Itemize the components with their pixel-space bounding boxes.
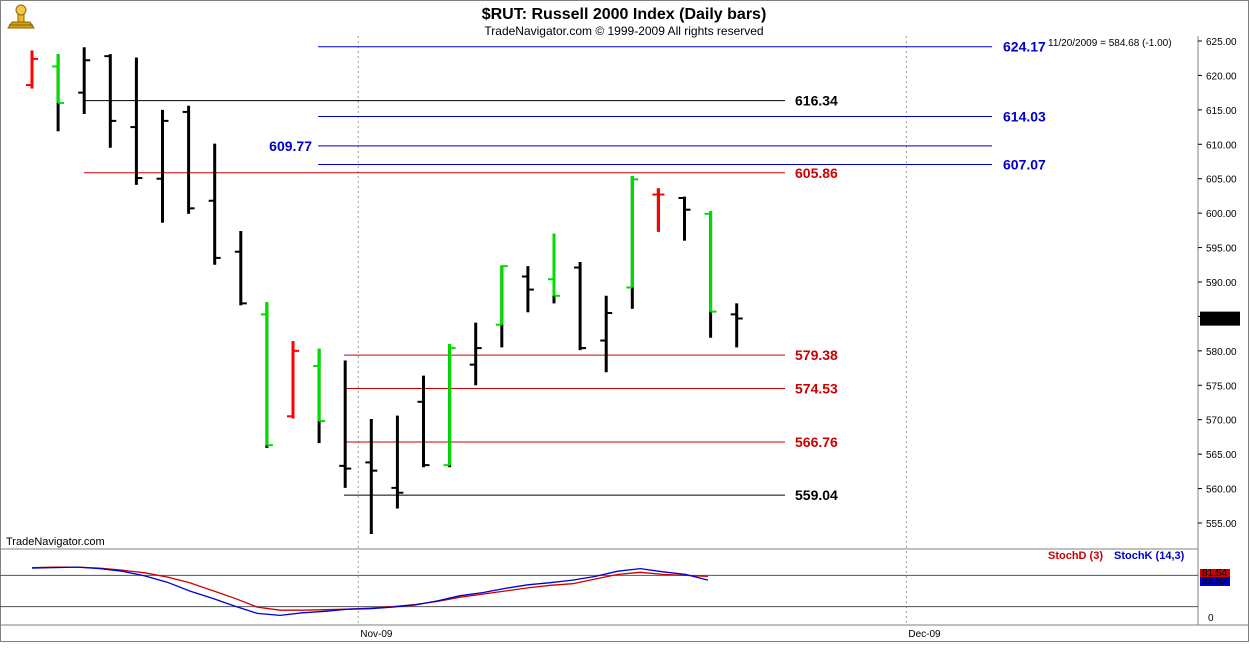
- level-label: 566.76: [795, 434, 838, 450]
- price-bar: [600, 295, 613, 373]
- grid-layer: [357, 36, 907, 625]
- price-bar: [469, 322, 482, 386]
- price-bar: [365, 419, 378, 535]
- price-tick-label: 575.00: [1206, 381, 1237, 392]
- stoch-legend-label: StochD (3): [1048, 550, 1103, 562]
- level-label: 559.04: [795, 487, 838, 503]
- last-price-label: 584.68: [1203, 315, 1234, 326]
- chart-subtitle: TradeNavigator.com © 1999-2009 All right…: [484, 24, 763, 38]
- quote-readout: 11/20/2009 = 584.68 (-1.00): [1048, 38, 1172, 49]
- level-label: 607.07: [1003, 156, 1046, 172]
- level-label: 624.17: [1003, 39, 1046, 55]
- price-bar: [704, 211, 717, 338]
- price-tick-label: 605.00: [1206, 175, 1237, 186]
- time-tick-label: Dec-09: [908, 629, 941, 640]
- price-bar: [339, 360, 352, 488]
- price-bar: [182, 105, 195, 214]
- level-label: 609.77: [269, 138, 312, 154]
- price-tick-label: 620.00: [1206, 71, 1237, 82]
- stoch-value-tag: [1200, 577, 1230, 586]
- price-tick-label: 555.00: [1206, 519, 1237, 530]
- price-tick-label: 590.00: [1206, 278, 1237, 289]
- stoch-value-label: 81.54: [1202, 568, 1227, 579]
- price-bar: [652, 188, 665, 232]
- price-tick-label: 595.00: [1206, 244, 1237, 255]
- level-label: 616.34: [795, 93, 838, 109]
- price-bar: [495, 265, 508, 348]
- price-axis: 555.00560.00565.00570.00575.00580.00585.…: [1198, 37, 1240, 530]
- price-tick-label: 560.00: [1206, 485, 1237, 496]
- price-levels: 624.17 616.34 614.03 609.77 607.07 605.86 579.…: [84, 39, 1046, 503]
- price-bar: [678, 196, 691, 241]
- time-axis: Nov-09 Dec-09: [360, 629, 941, 640]
- price-bar: [104, 54, 117, 148]
- level-label: 614.03: [1003, 109, 1046, 125]
- price-bar: [730, 303, 743, 348]
- price-tick-label: 580.00: [1206, 347, 1237, 358]
- price-bar: [443, 343, 456, 468]
- stoch-value-tag: [1200, 569, 1230, 578]
- price-bar: [626, 175, 639, 309]
- price-bar: [521, 266, 534, 313]
- price-bar: [548, 233, 560, 304]
- price-bar: [130, 57, 143, 185]
- price-bar: [156, 109, 169, 223]
- price-tick-label: 625.00: [1206, 37, 1237, 48]
- level-label: 605.86: [795, 165, 838, 181]
- price-tick-label: 610.00: [1206, 140, 1237, 151]
- price-bar: [313, 348, 326, 444]
- time-tick-label: Nov-09: [360, 629, 393, 640]
- price-tick-label: 615.00: [1206, 106, 1237, 117]
- level-label: 579.38: [795, 347, 838, 363]
- price-bar: [260, 301, 273, 448]
- price-bar: [78, 47, 91, 114]
- level-label: 574.53: [795, 381, 838, 397]
- price-bar: [208, 143, 221, 265]
- price-bar: [234, 231, 247, 306]
- price-bars: [26, 47, 743, 535]
- last-price-tag: [1200, 311, 1240, 326]
- price-bar: [391, 415, 404, 509]
- chart-title: $RUT: Russell 2000 Index (Daily bars): [482, 6, 767, 23]
- watermark: TradeNavigator.com: [6, 536, 105, 548]
- price-bar: [417, 375, 430, 468]
- stoch-value-label: 83.83: [1202, 576, 1227, 587]
- stoch-axis-label: 0: [1208, 613, 1214, 624]
- price-tick-label: 565.00: [1206, 450, 1237, 461]
- price-bar: [26, 50, 38, 89]
- stoch-legend-label: StochK (14,3): [1114, 550, 1185, 562]
- trade-navigator-logo-icon[interactable]: [7, 4, 35, 29]
- stoch-series-line: [31, 566, 709, 617]
- price-tick-label: 600.00: [1206, 209, 1237, 220]
- price-tick-label: 570.00: [1206, 416, 1237, 427]
- price-bar: [52, 54, 65, 132]
- price-bar: [574, 262, 587, 351]
- price-bar: [287, 341, 299, 419]
